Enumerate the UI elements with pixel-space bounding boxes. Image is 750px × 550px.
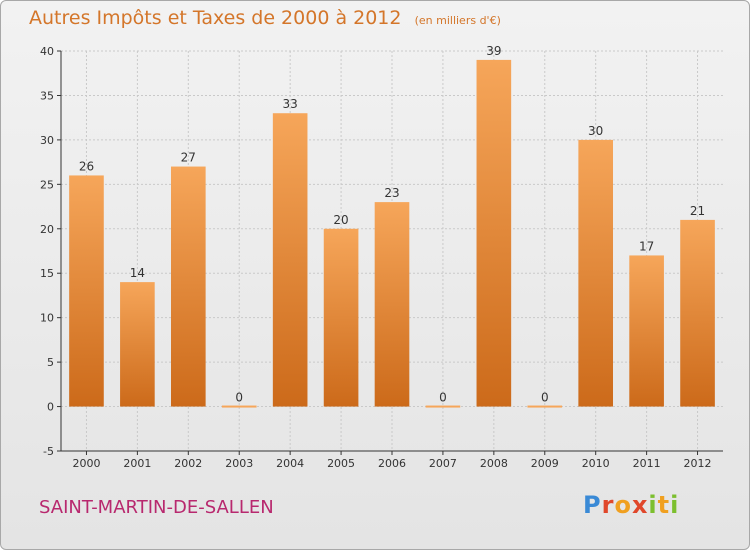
y-tick-label: 15 xyxy=(40,267,54,280)
bar-2006 xyxy=(374,202,410,407)
y-tick-label: 35 xyxy=(40,89,54,102)
x-tick-label-2006: 2006 xyxy=(378,457,406,470)
x-tick-label-2005: 2005 xyxy=(327,457,355,470)
x-tick-label-2001: 2001 xyxy=(123,457,151,470)
y-tick-label: 20 xyxy=(40,223,54,236)
bar-2012 xyxy=(680,219,715,407)
bar-2010 xyxy=(578,139,614,407)
bar-2009 xyxy=(527,405,563,408)
x-tick-label-2011: 2011 xyxy=(633,457,661,470)
city-name: SAINT-MARTIN-DE-SALLEN xyxy=(39,497,274,518)
x-tick-label-2007: 2007 xyxy=(429,457,457,470)
bar-2005 xyxy=(323,228,359,407)
y-tick-label: 40 xyxy=(40,45,54,58)
y-tick-label: 0 xyxy=(47,401,54,414)
bars xyxy=(69,59,715,408)
chart-title-unit: (en milliers d'€) xyxy=(414,14,501,27)
data-label-2012: 21 xyxy=(690,204,705,218)
x-tick-label-2009: 2009 xyxy=(531,457,559,470)
data-label-2009: 0 xyxy=(541,391,549,405)
bar-2002 xyxy=(170,166,206,407)
data-label-2000: 26 xyxy=(79,159,94,173)
x-tick-label-2000: 2000 xyxy=(72,457,100,470)
y-tick-label: 25 xyxy=(40,178,54,191)
y-tick-label: 30 xyxy=(40,134,54,147)
chart-title: Autres Impôts et Taxes de 2000 à 2012 (e… xyxy=(29,7,501,29)
bar-2007 xyxy=(425,405,461,408)
bar-2011 xyxy=(629,255,664,407)
brand-logo: Proxiti xyxy=(583,491,680,519)
data-label-2011: 17 xyxy=(639,239,654,253)
data-label-2001: 14 xyxy=(130,266,145,280)
x-tick-label-2008: 2008 xyxy=(480,457,508,470)
y-tick-label: 5 xyxy=(47,356,54,369)
data-label-2003: 0 xyxy=(235,391,243,405)
y-tick-label: 10 xyxy=(40,312,54,325)
data-label-2002: 27 xyxy=(181,151,196,165)
bar-2001 xyxy=(120,282,155,407)
data-label-2005: 20 xyxy=(333,213,348,227)
data-label-2004: 33 xyxy=(283,97,298,111)
x-tick-label-2012: 2012 xyxy=(684,457,712,470)
data-label-2010: 30 xyxy=(588,124,603,138)
x-tick-label-2010: 2010 xyxy=(582,457,610,470)
y-tick-label: -5 xyxy=(43,445,54,458)
data-label-2008: 39 xyxy=(486,44,501,58)
bar-2004 xyxy=(272,113,308,407)
x-tick-label-2004: 2004 xyxy=(276,457,304,470)
data-label-2007: 0 xyxy=(439,391,447,405)
data-labels: 26 14 27 0 33 20 23 0 39 0 30 17 21 xyxy=(79,44,705,405)
x-tick-label-2002: 2002 xyxy=(174,457,202,470)
bar-2003 xyxy=(221,405,257,408)
chart-title-main: Autres Impôts et Taxes de 2000 à 2012 xyxy=(29,7,402,29)
data-label-2006: 23 xyxy=(384,186,399,200)
bar-2000 xyxy=(69,175,104,407)
x-tick-label-2003: 2003 xyxy=(225,457,253,470)
bar-2008 xyxy=(476,59,512,407)
